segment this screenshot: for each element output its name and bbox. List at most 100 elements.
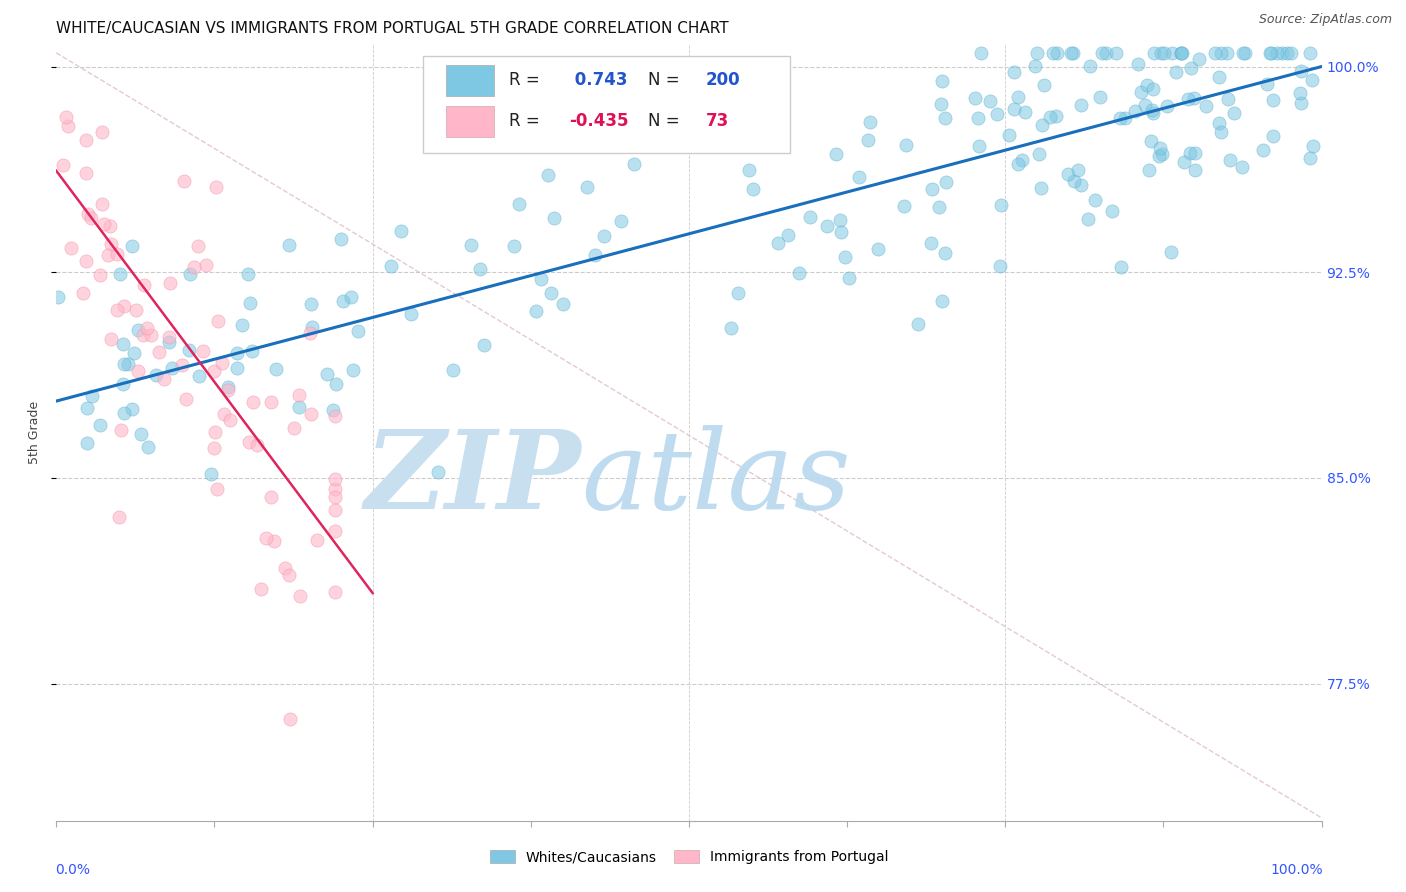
- Point: [1002, 65, 1025, 79]
- Point: [52, 158, 75, 172]
- Point: [330, 231, 353, 245]
- Point: [1142, 82, 1164, 96]
- Point: [1109, 260, 1132, 274]
- Point: [157, 334, 180, 349]
- Point: [990, 198, 1012, 212]
- Point: [112, 357, 135, 371]
- Point: [1077, 211, 1099, 226]
- Point: [153, 372, 176, 386]
- Point: [554, 102, 576, 116]
- Point: [1014, 105, 1036, 120]
- Point: [100, 332, 122, 346]
- Point: [298, 326, 321, 340]
- Point: [920, 236, 942, 251]
- Point: [89, 418, 111, 433]
- Point: [323, 524, 346, 538]
- Point: [214, 407, 236, 421]
- Point: [623, 157, 645, 171]
- Point: [77, 207, 100, 221]
- Point: [323, 585, 346, 599]
- Point: [177, 343, 200, 358]
- Point: [82, 389, 104, 403]
- Point: [1024, 59, 1046, 73]
- Point: [1045, 109, 1067, 123]
- Point: [1139, 134, 1161, 148]
- Point: [830, 225, 852, 239]
- Point: [766, 236, 789, 251]
- Point: [107, 510, 129, 524]
- Text: ZIP: ZIP: [364, 425, 582, 533]
- Point: [323, 490, 346, 504]
- Point: [121, 402, 143, 417]
- Point: [720, 321, 742, 335]
- Point: [1070, 178, 1092, 192]
- Point: [1007, 90, 1029, 104]
- Point: [207, 314, 229, 328]
- Point: [193, 343, 215, 358]
- Point: [1261, 128, 1284, 143]
- Point: [610, 214, 633, 228]
- Point: [93, 217, 115, 231]
- Point: [1222, 106, 1244, 120]
- Point: [540, 285, 562, 300]
- Point: [787, 266, 810, 280]
- FancyBboxPatch shape: [446, 106, 494, 136]
- Point: [170, 358, 193, 372]
- Y-axis label: 5th Grade: 5th Grade: [28, 401, 41, 464]
- Point: [160, 361, 183, 376]
- Point: [136, 321, 159, 335]
- Point: [1143, 45, 1166, 60]
- Point: [246, 437, 269, 451]
- Point: [776, 228, 799, 243]
- Point: [537, 168, 560, 182]
- Point: [986, 107, 1008, 121]
- Point: [1234, 45, 1257, 60]
- Point: [176, 392, 198, 406]
- Point: [240, 344, 263, 359]
- Point: [441, 363, 464, 377]
- Point: [46, 290, 69, 304]
- Point: [967, 112, 990, 126]
- Point: [1062, 45, 1084, 60]
- Point: [105, 302, 128, 317]
- Point: [472, 338, 495, 352]
- Point: [427, 465, 450, 479]
- Point: [1299, 151, 1322, 165]
- Point: [727, 286, 749, 301]
- Point: [1184, 162, 1206, 177]
- Point: [76, 401, 98, 415]
- Text: -0.435: -0.435: [568, 112, 628, 130]
- Point: [1031, 181, 1053, 195]
- Point: [1209, 125, 1232, 139]
- Point: [1219, 153, 1241, 168]
- Point: [254, 531, 277, 545]
- Point: [1095, 45, 1118, 60]
- Point: [1291, 63, 1313, 78]
- Point: [145, 368, 167, 382]
- Point: [238, 267, 260, 281]
- Point: [127, 364, 149, 378]
- Point: [72, 286, 94, 301]
- Point: [1164, 65, 1187, 79]
- Point: [1263, 93, 1285, 107]
- Point: [340, 290, 363, 304]
- Point: [1270, 45, 1292, 60]
- Point: [1031, 118, 1053, 132]
- Point: [1180, 61, 1202, 75]
- Point: [79, 211, 101, 226]
- Point: [121, 239, 143, 253]
- Point: [551, 297, 574, 311]
- Point: [56, 119, 79, 133]
- Point: [132, 277, 155, 292]
- Point: [928, 200, 950, 214]
- Point: [75, 253, 97, 268]
- Point: [907, 317, 929, 331]
- Point: [110, 423, 132, 437]
- Point: [179, 267, 201, 281]
- Point: [460, 237, 482, 252]
- Point: [1125, 104, 1147, 119]
- Point: [250, 582, 273, 596]
- Point: [332, 293, 354, 308]
- Point: [931, 74, 953, 88]
- Point: [1105, 45, 1128, 60]
